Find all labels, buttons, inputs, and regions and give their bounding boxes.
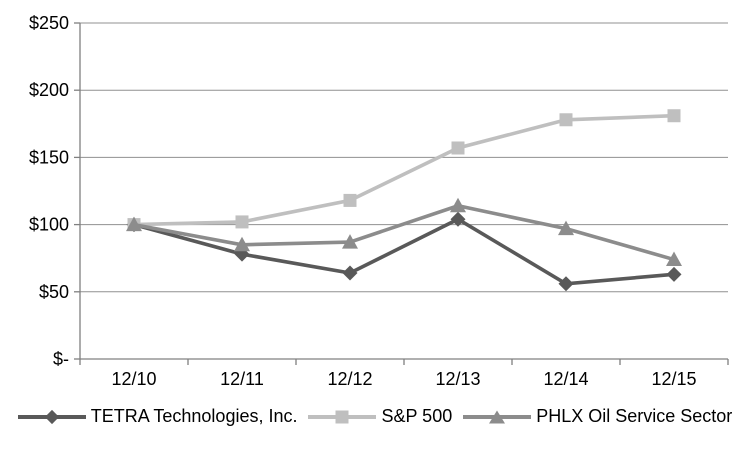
series-line-s-p-500 [133, 113, 675, 227]
marker-diamond-icon [558, 276, 574, 292]
marker-triangle-icon [558, 220, 574, 236]
series-line-tetra-technologies-inc [133, 217, 675, 286]
marker-square-icon [667, 109, 681, 123]
marker-square-icon [451, 141, 465, 155]
y-tick-label: $250 [29, 13, 69, 33]
marker-square-icon [235, 215, 249, 229]
marker-square-icon [343, 193, 357, 207]
marker-triangle-icon [666, 251, 682, 267]
x-tick-label: 12/12 [327, 369, 372, 389]
y-tick-label: $200 [29, 80, 69, 100]
x-tick-label: 12/10 [111, 369, 156, 389]
legend-item-phlx-oil-service-sector: PHLX Oil Service Sector [463, 406, 732, 427]
y-tick-label: $- [53, 349, 69, 369]
y-tick-label: $50 [39, 282, 69, 302]
marker-triangle-icon [126, 216, 142, 232]
marker-diamond-icon [342, 265, 358, 281]
legend-label: PHLX Oil Service Sector [536, 406, 733, 426]
marker-triangle-icon [234, 236, 250, 252]
marker-diamond-icon [450, 211, 466, 227]
x-tick-label: 12/11 [220, 369, 264, 389]
marker-triangle-icon [342, 234, 358, 249]
legend-sample-line [17, 408, 86, 426]
marker-diamond-icon [666, 266, 682, 282]
series-line-phlx-oil-service-sector [133, 203, 675, 262]
marker-square-icon [559, 113, 573, 127]
y-tick-label: $150 [29, 147, 69, 167]
legend-marker-triangle-icon [489, 410, 506, 423]
y-tick-label: $100 [29, 215, 69, 235]
legend-marker-square-icon [335, 410, 349, 423]
x-tick-label: 12/13 [435, 369, 480, 389]
legend-marker-diamond-icon [44, 409, 59, 424]
legend-item-tetra-technologies-inc: TETRA Technologies, Inc. [17, 406, 298, 427]
legend-sample-line [308, 408, 377, 426]
x-tick-label: 12/14 [543, 369, 588, 389]
chart-legend: TETRA Technologies, Inc. S&P 500 PHLX Oil … [0, 406, 750, 427]
legend-label: S&P 500 [381, 406, 453, 426]
x-tick-label: 12/15 [651, 369, 696, 389]
legend-item-s-p-500: S&P 500 [308, 406, 452, 427]
legend-sample-line [463, 408, 532, 426]
legend-label: TETRA Technologies, Inc. [90, 406, 298, 426]
marker-triangle-icon [450, 197, 466, 213]
